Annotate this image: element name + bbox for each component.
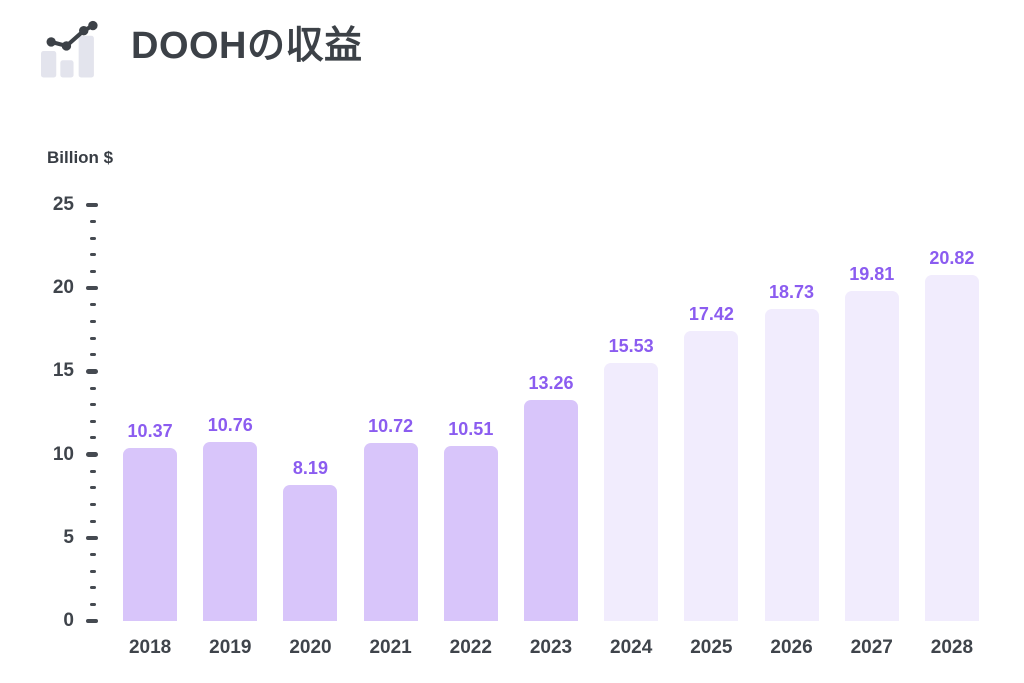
y-minor-tick bbox=[90, 586, 96, 590]
x-axis-label-2018: 2018 bbox=[128, 637, 172, 658]
y-minor-tick bbox=[90, 270, 96, 274]
bar-value-label: 15.53 bbox=[608, 335, 654, 356]
bar-value-label: 19.81 bbox=[849, 264, 895, 285]
y-tick-label: 10 bbox=[52, 443, 74, 465]
bar-2025 bbox=[684, 331, 739, 621]
y-tick-label: 5 bbox=[63, 526, 74, 548]
bar-2022 bbox=[443, 446, 498, 621]
bar-value-label: 10.76 bbox=[207, 414, 253, 435]
y-major-tick bbox=[86, 285, 98, 291]
y-major-tick bbox=[86, 202, 98, 208]
bar-2019 bbox=[203, 441, 258, 621]
y-minor-tick bbox=[90, 469, 96, 473]
y-minor-tick bbox=[90, 319, 96, 323]
y-major-tick bbox=[86, 452, 98, 457]
bar-2027 bbox=[844, 291, 899, 621]
x-axis-label-2021: 2021 bbox=[369, 637, 412, 658]
x-axis-label-2020: 2020 bbox=[289, 637, 332, 658]
y-minor-tick bbox=[90, 236, 96, 240]
bar-value-label: 20.82 bbox=[929, 247, 975, 268]
bar-value-label: 8.19 bbox=[292, 457, 328, 478]
y-minor-tick bbox=[90, 353, 96, 357]
y-tick-label: 15 bbox=[52, 360, 74, 382]
y-major-tick bbox=[86, 535, 98, 541]
y-minor-tick bbox=[90, 503, 96, 507]
bar-2018 bbox=[123, 448, 178, 621]
y-minor-tick bbox=[90, 336, 96, 340]
bar-value-label: 10.37 bbox=[127, 421, 173, 442]
y-tick-label: 25 bbox=[52, 194, 74, 215]
x-axis-label-2025: 2025 bbox=[690, 637, 733, 658]
bar-value-label: 18.73 bbox=[769, 282, 815, 303]
bar-2020 bbox=[283, 484, 338, 621]
x-axis-label-2022: 2022 bbox=[449, 637, 492, 658]
bar-2023 bbox=[524, 400, 578, 621]
y-minor-tick bbox=[90, 419, 96, 423]
y-minor-tick bbox=[90, 403, 96, 407]
y-major-tick bbox=[86, 369, 98, 374]
bar-value-label: 17.42 bbox=[688, 304, 734, 325]
y-minor-tick bbox=[90, 519, 96, 523]
x-axis-label-2028: 2028 bbox=[930, 637, 974, 658]
y-minor-tick bbox=[90, 552, 96, 556]
bar-chart-trend-icon bbox=[41, 20, 98, 78]
x-axis-label-2026: 2026 bbox=[770, 637, 813, 658]
bar-2024 bbox=[604, 362, 659, 621]
page-title: DOOHの収益 bbox=[131, 25, 363, 67]
bar-2021 bbox=[363, 442, 418, 621]
bar-2028 bbox=[924, 274, 979, 621]
y-axis-unit-label: Billion $ bbox=[47, 148, 114, 167]
x-axis-label-2027: 2027 bbox=[850, 637, 893, 658]
bar-value-label: 13.26 bbox=[528, 373, 574, 394]
y-minor-tick bbox=[90, 436, 96, 440]
bar-value-label: 10.72 bbox=[368, 415, 414, 436]
y-minor-tick bbox=[90, 602, 96, 606]
y-minor-tick bbox=[90, 253, 96, 257]
y-minor-tick bbox=[90, 486, 96, 490]
y-minor-tick bbox=[90, 386, 96, 390]
y-tick-label: 20 bbox=[52, 277, 74, 299]
bar-2026 bbox=[764, 309, 819, 621]
y-minor-tick bbox=[90, 220, 96, 224]
y-major-tick bbox=[86, 618, 98, 624]
bar-value-label: 10.51 bbox=[448, 419, 494, 440]
y-minor-tick bbox=[90, 303, 96, 307]
y-tick-label: 0 bbox=[63, 610, 74, 631]
x-axis-label-2024: 2024 bbox=[610, 637, 653, 658]
page-header: DOOHの収益 bbox=[41, 16, 363, 78]
x-axis-label-2019: 2019 bbox=[209, 637, 252, 658]
x-axis-label-2023: 2023 bbox=[529, 637, 573, 658]
y-minor-tick bbox=[90, 569, 96, 573]
